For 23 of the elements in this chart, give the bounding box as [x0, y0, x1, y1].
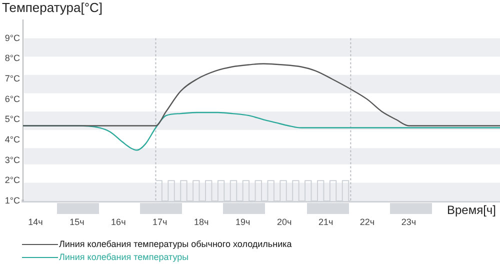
y-tick-label: 8°C [4, 53, 20, 64]
legend-label: Линия колебания температуры [59, 251, 189, 264]
y-tick-label: 9°C [4, 32, 20, 43]
legend-label: Линия колебания температуры обычного холодильника [59, 238, 292, 251]
y-tick-label: 7°C [4, 73, 20, 84]
y-tick-label: 3°C [4, 154, 20, 165]
x-axis-title: Время[ч] [447, 203, 496, 217]
y-axis-title: Температура[°C] [2, 0, 103, 15]
y-tick-label: 5°C [4, 114, 20, 124]
y-tick-label: 4°C [4, 134, 20, 144]
y-tick-label: 1°C [4, 195, 20, 206]
x-tick-label: 22ч [360, 216, 375, 227]
x-tick-label: 19ч [235, 216, 250, 227]
x-tick-label: 18ч [194, 216, 210, 227]
x-tick-label: 17ч [152, 216, 168, 227]
x-tick-label: 14ч [28, 216, 44, 227]
x-tick-label: 23ч [401, 216, 416, 227]
y-tick-label: 6°C [4, 94, 20, 104]
x-tick-label: 15ч [70, 216, 85, 227]
x-tick-label: 20ч [276, 216, 292, 227]
y-tick-label: 2°C [4, 175, 20, 186]
x-tick-label: 16ч [111, 216, 126, 227]
x-tick-label: 21ч [318, 216, 334, 227]
